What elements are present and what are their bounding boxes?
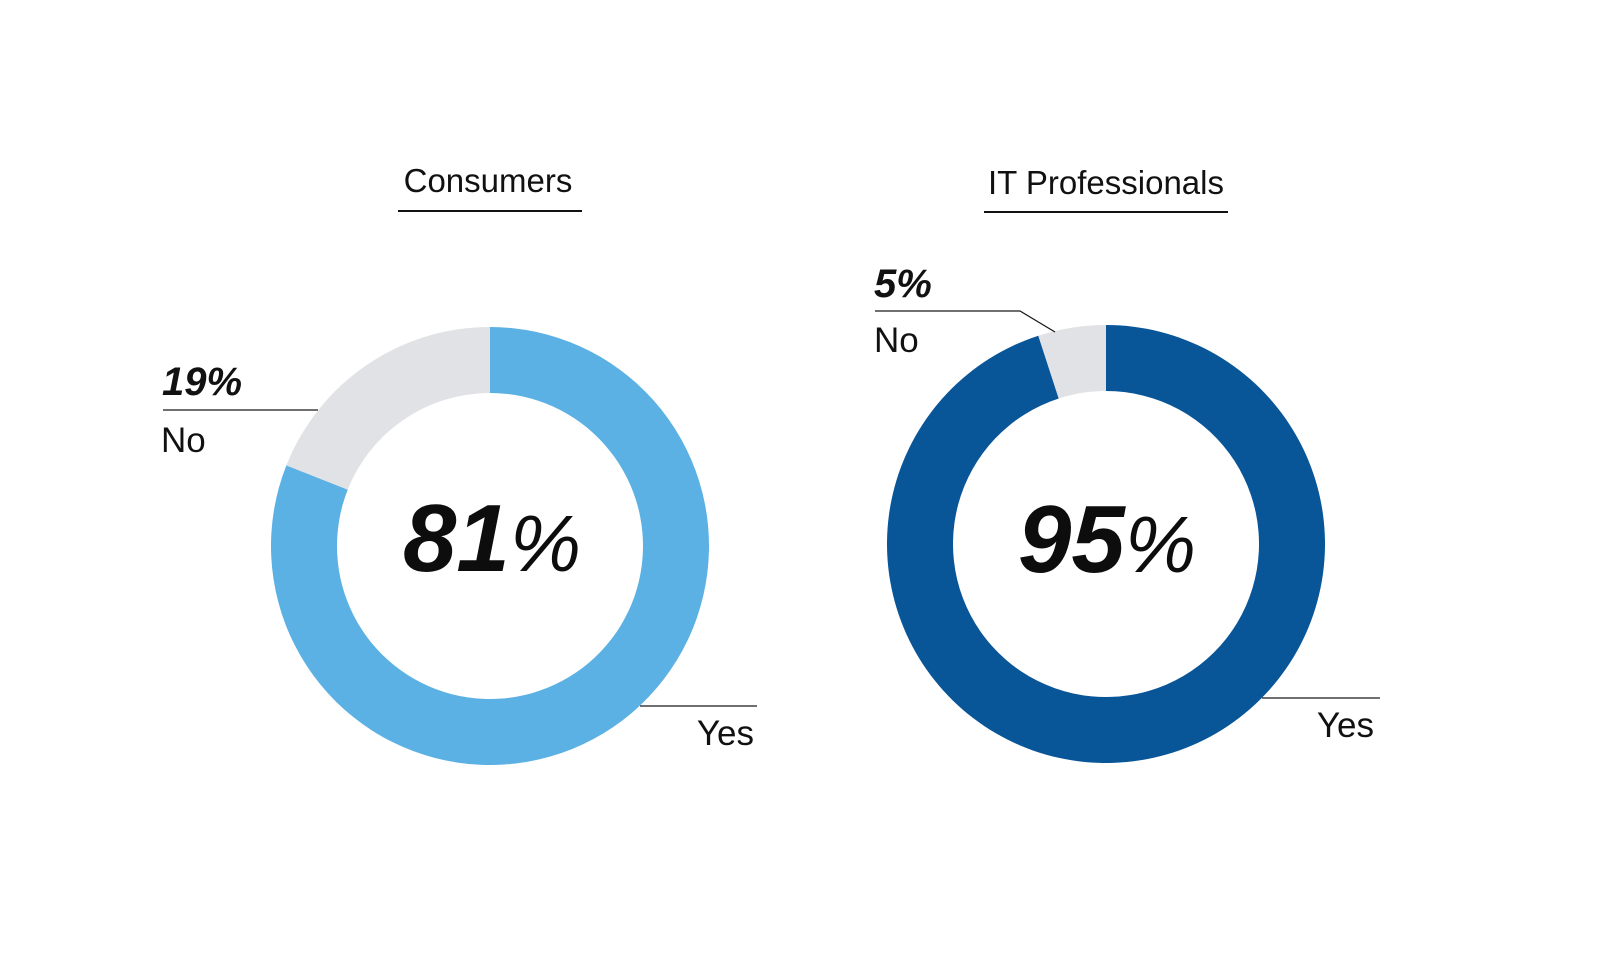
center-number: 95 bbox=[1018, 486, 1126, 593]
donut bbox=[886, 325, 1325, 763]
chart-consumers: Consumers 81% 19% No Yes bbox=[161, 162, 757, 765]
slice-no bbox=[286, 327, 490, 490]
center-value: 95% bbox=[1018, 486, 1196, 593]
center-unit: % bbox=[1125, 500, 1196, 589]
chart-title: IT Professionals bbox=[988, 164, 1224, 201]
chart-title: Consumers bbox=[404, 162, 573, 199]
slice-yes bbox=[886, 325, 1325, 763]
slice-yes bbox=[271, 327, 709, 765]
slice-label-yes: Yes bbox=[1317, 706, 1374, 745]
slice-label-no: No bbox=[874, 321, 919, 360]
slice-value-no: 5% bbox=[874, 262, 932, 306]
slice-label-yes: Yes bbox=[697, 714, 754, 753]
center-value: 81% bbox=[403, 485, 581, 592]
donut bbox=[271, 327, 709, 765]
leader-line-no bbox=[875, 310, 1056, 333]
slice-no bbox=[1038, 325, 1106, 399]
center-number: 81 bbox=[403, 485, 510, 592]
slice-value-no: 19% bbox=[162, 360, 242, 404]
center-unit: % bbox=[510, 499, 581, 588]
chart-it-professionals: IT Professionals 95% 5% No Yes bbox=[874, 164, 1380, 763]
slice-label-no: No bbox=[161, 421, 206, 460]
